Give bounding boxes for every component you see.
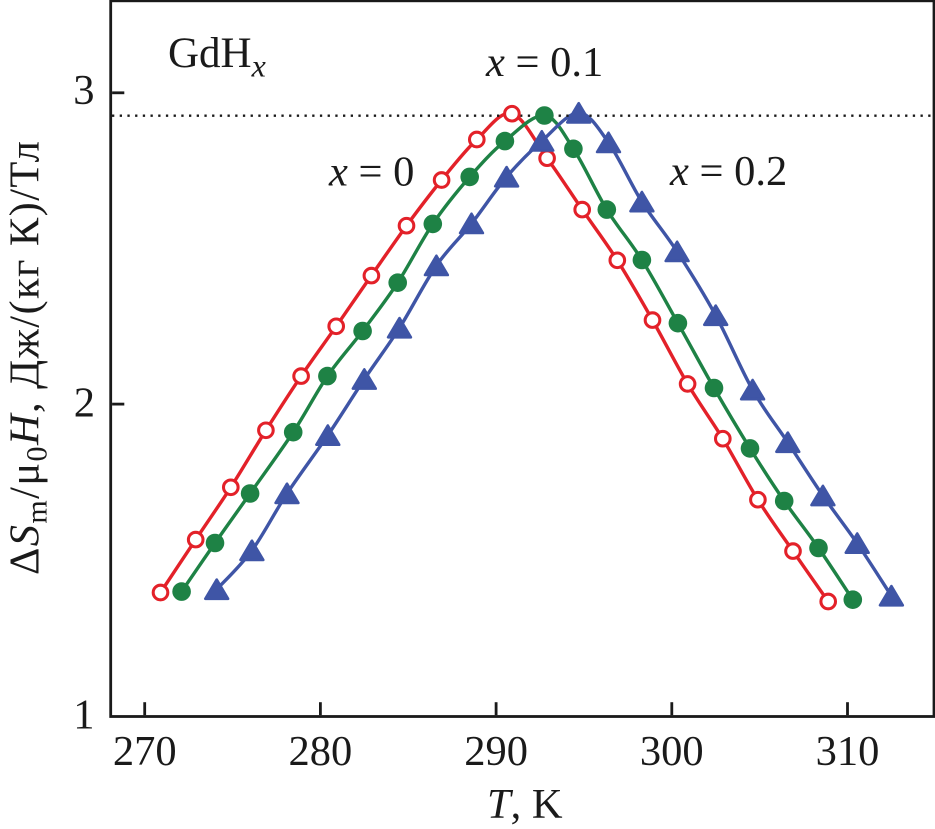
svg-text:T, K: T, K xyxy=(487,781,563,828)
svg-text:GdHx: GdHx xyxy=(168,30,266,84)
svg-text:3: 3 xyxy=(73,67,94,114)
svg-text:x = 0: x = 0 xyxy=(328,149,414,196)
svg-text:ΔSm/μ0H, Дж/(кг К)/Тл: ΔSm/μ0H, Дж/(кг К)/Тл xyxy=(2,140,54,575)
svg-text:300: 300 xyxy=(640,728,704,775)
svg-text:1: 1 xyxy=(73,692,94,739)
svg-text:x = 0.1: x = 0.1 xyxy=(485,39,603,86)
svg-text:2: 2 xyxy=(74,380,95,427)
svg-text:290: 290 xyxy=(464,728,528,775)
svg-text:x = 0.2: x = 0.2 xyxy=(669,148,787,195)
svg-text:310: 310 xyxy=(816,728,880,775)
svg-text:280: 280 xyxy=(289,728,353,775)
svg-text:270: 270 xyxy=(113,728,177,775)
